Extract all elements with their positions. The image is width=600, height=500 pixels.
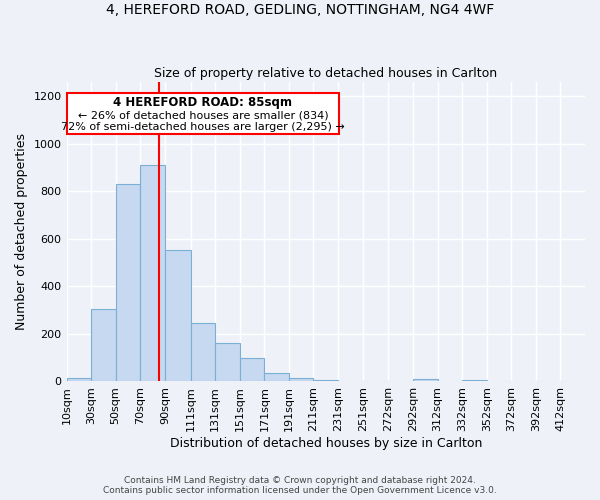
Bar (265, 373, 289, 382)
X-axis label: Distribution of detached houses by size in Carlton: Distribution of detached houses by size … (170, 437, 482, 450)
Text: 72% of semi-detached houses are larger (2,295) →: 72% of semi-detached houses are larger (… (61, 122, 345, 132)
Text: ← 26% of detached houses are smaller (834): ← 26% of detached houses are smaller (83… (77, 110, 328, 120)
Bar (313, 380, 338, 382)
Text: Contains HM Land Registry data © Crown copyright and database right 2024.
Contai: Contains HM Land Registry data © Crown c… (103, 476, 497, 495)
Bar (215, 344, 240, 382)
Bar (413, 379, 437, 382)
Bar (165, 250, 191, 382)
Bar (67, 378, 91, 382)
Bar (116, 184, 140, 382)
Bar (140, 165, 165, 382)
Title: Size of property relative to detached houses in Carlton: Size of property relative to detached ho… (154, 66, 497, 80)
Bar (289, 378, 313, 382)
Text: 4, HEREFORD ROAD, GEDLING, NOTTINGHAM, NG4 4WF: 4, HEREFORD ROAD, GEDLING, NOTTINGHAM, N… (106, 2, 494, 16)
FancyBboxPatch shape (67, 92, 339, 134)
Y-axis label: Number of detached properties: Number of detached properties (15, 134, 28, 330)
Bar (240, 358, 265, 382)
Bar (462, 380, 487, 382)
Text: 4 HEREFORD ROAD: 85sqm: 4 HEREFORD ROAD: 85sqm (113, 96, 292, 110)
Bar (191, 323, 215, 382)
Bar (91, 309, 116, 382)
